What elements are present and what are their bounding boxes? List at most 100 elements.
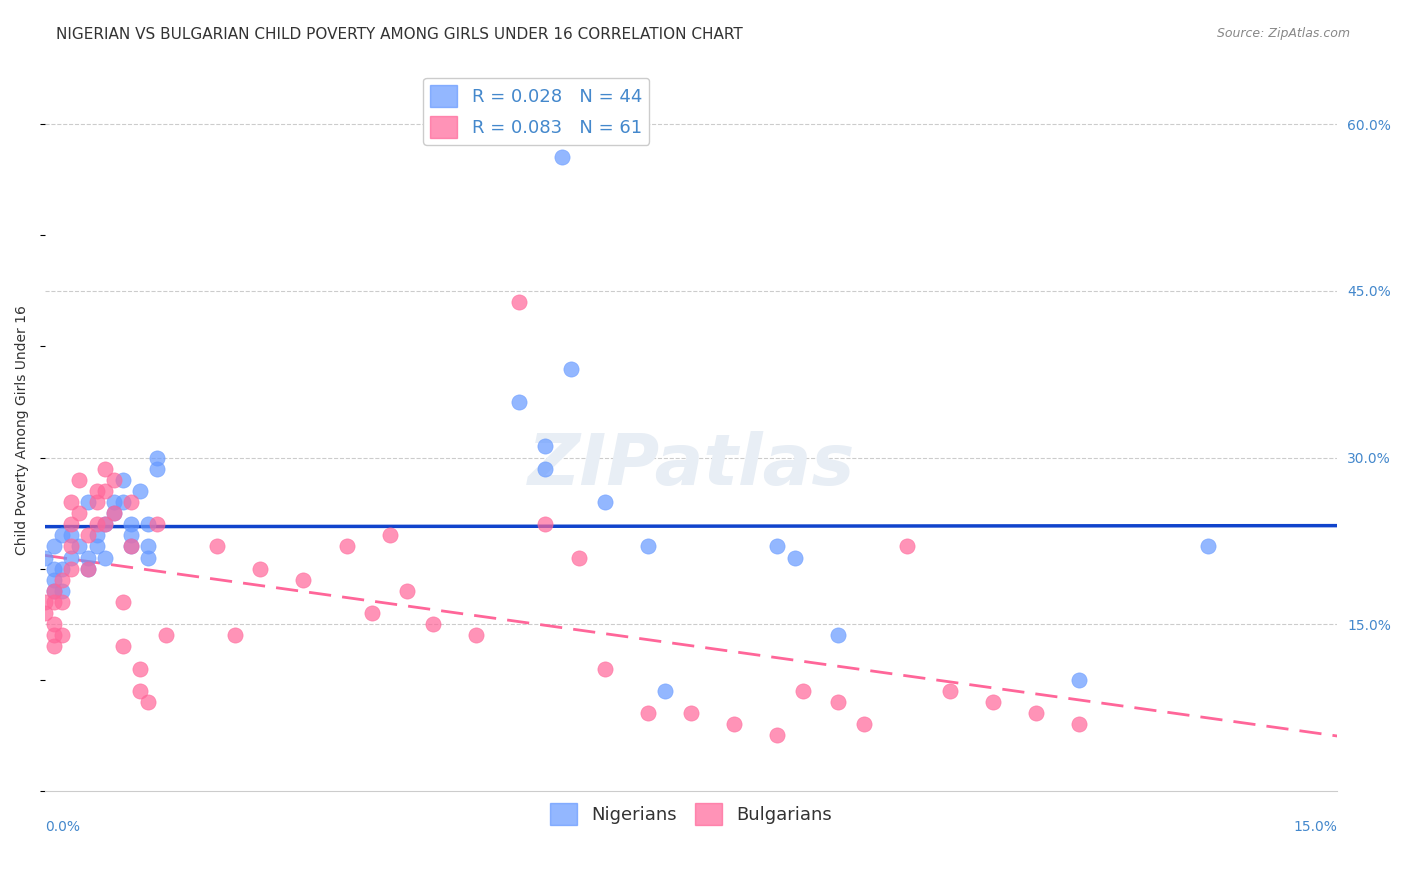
Point <box>51 561 73 575</box>
Point <box>207 540 229 554</box>
Point <box>128 662 150 676</box>
Point <box>138 695 160 709</box>
Point <box>138 517 160 532</box>
Point <box>422 617 444 632</box>
Point <box>792 684 814 698</box>
Point <box>637 540 659 554</box>
Point <box>67 506 90 520</box>
Point <box>852 717 875 731</box>
Point <box>560 361 582 376</box>
Point <box>59 550 82 565</box>
Point <box>51 628 73 642</box>
Point <box>120 540 142 554</box>
Point <box>59 528 82 542</box>
Point <box>292 573 315 587</box>
Point <box>378 528 401 542</box>
Point <box>67 473 90 487</box>
Point <box>508 294 530 309</box>
Point <box>533 517 555 532</box>
Point <box>551 150 574 164</box>
Point <box>51 528 73 542</box>
Point <box>593 662 616 676</box>
Point <box>146 461 169 475</box>
Point <box>723 717 745 731</box>
Point <box>94 517 117 532</box>
Point <box>120 517 142 532</box>
Point <box>335 540 357 554</box>
Point <box>896 540 918 554</box>
Point <box>533 439 555 453</box>
Point <box>827 628 849 642</box>
Point <box>395 583 418 598</box>
Point <box>86 517 108 532</box>
Point <box>654 684 676 698</box>
Point <box>361 606 384 620</box>
Point <box>533 461 555 475</box>
Text: 0.0%: 0.0% <box>45 820 80 834</box>
Point <box>1067 717 1090 731</box>
Point <box>568 550 591 565</box>
Point <box>77 528 100 542</box>
Point <box>981 695 1004 709</box>
Point <box>34 595 56 609</box>
Point <box>103 506 125 520</box>
Point <box>34 550 56 565</box>
Point <box>1067 673 1090 687</box>
Point <box>681 706 703 720</box>
Y-axis label: Child Poverty Among Girls Under 16: Child Poverty Among Girls Under 16 <box>15 305 30 555</box>
Point <box>249 561 271 575</box>
Point <box>42 573 65 587</box>
Point <box>938 684 960 698</box>
Point <box>86 495 108 509</box>
Point <box>128 483 150 498</box>
Point <box>224 628 246 642</box>
Point <box>59 517 82 532</box>
Point <box>103 473 125 487</box>
Point <box>51 573 73 587</box>
Point <box>111 473 134 487</box>
Point <box>42 561 65 575</box>
Text: Source: ZipAtlas.com: Source: ZipAtlas.com <box>1216 27 1350 40</box>
Point <box>827 695 849 709</box>
Point <box>77 561 100 575</box>
Point <box>42 595 65 609</box>
Point <box>1025 706 1047 720</box>
Point <box>146 517 169 532</box>
Point <box>77 495 100 509</box>
Point <box>42 583 65 598</box>
Point <box>120 540 142 554</box>
Point <box>51 583 73 598</box>
Point <box>146 450 169 465</box>
Point <box>120 495 142 509</box>
Point <box>103 495 125 509</box>
Point <box>42 640 65 654</box>
Point <box>42 628 65 642</box>
Point <box>593 495 616 509</box>
Text: NIGERIAN VS BULGARIAN CHILD POVERTY AMONG GIRLS UNDER 16 CORRELATION CHART: NIGERIAN VS BULGARIAN CHILD POVERTY AMON… <box>56 27 742 42</box>
Point <box>111 640 134 654</box>
Point <box>86 528 108 542</box>
Point <box>128 684 150 698</box>
Point <box>51 595 73 609</box>
Point <box>86 540 108 554</box>
Point <box>766 728 789 742</box>
Point <box>111 595 134 609</box>
Point <box>94 517 117 532</box>
Point <box>59 495 82 509</box>
Point <box>766 540 789 554</box>
Point <box>86 483 108 498</box>
Point <box>783 550 806 565</box>
Point <box>637 706 659 720</box>
Point <box>1197 540 1219 554</box>
Point <box>94 550 117 565</box>
Point <box>42 583 65 598</box>
Text: 15.0%: 15.0% <box>1294 820 1337 834</box>
Point <box>42 540 65 554</box>
Point <box>77 550 100 565</box>
Point <box>155 628 177 642</box>
Point <box>77 561 100 575</box>
Point <box>42 617 65 632</box>
Point <box>464 628 486 642</box>
Point <box>59 561 82 575</box>
Point <box>120 528 142 542</box>
